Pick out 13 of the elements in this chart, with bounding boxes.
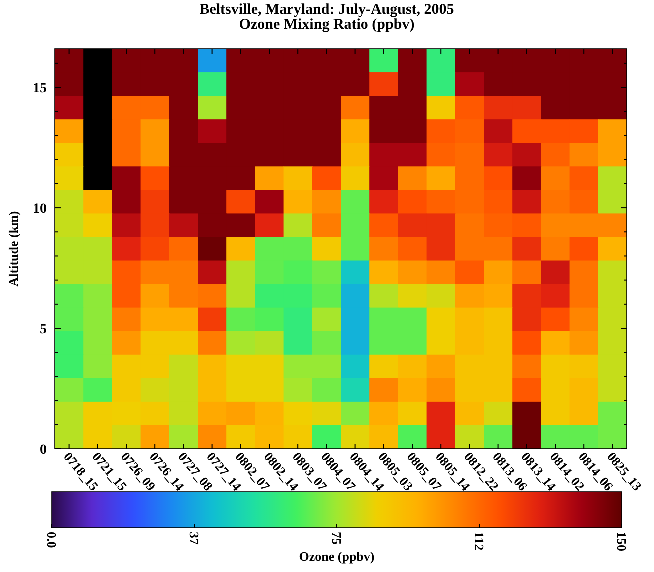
y-tick-label: 15	[33, 81, 47, 96]
color-bar-label: 112	[472, 532, 487, 551]
color-bar-label: 150	[614, 532, 630, 552]
y-tick-label: 10	[33, 202, 47, 217]
color-bar-label: 75	[329, 532, 344, 546]
color-bar-label: 0.0	[44, 532, 60, 548]
color-bar-label: 37	[186, 532, 202, 546]
y-tick-label: 5	[40, 322, 47, 338]
y-axis-title: Altitude (km)	[6, 211, 21, 287]
chart-title: Beltsville, Maryland: July-August, 2005	[200, 2, 454, 18]
color-bar-title: Ozone (ppbv)	[299, 549, 375, 564]
y-tick-label: 0	[40, 442, 47, 458]
chart-subtitle: Ozone Mixing Ratio (ppbv)	[239, 17, 415, 33]
